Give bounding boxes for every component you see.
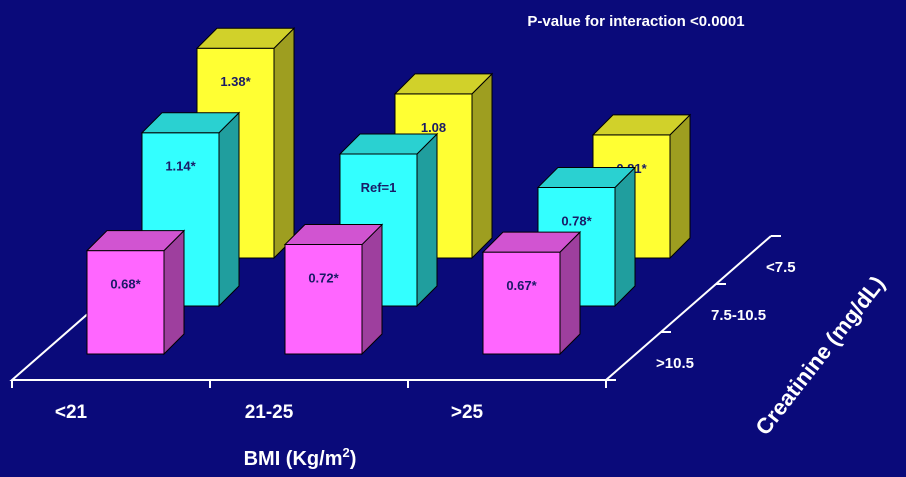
bar-front bbox=[86, 250, 165, 355]
bar-top bbox=[591, 114, 692, 136]
x-axis-title-tail: ) bbox=[350, 448, 357, 470]
bar-data-label: 0.72* bbox=[308, 271, 339, 286]
x-tick-label: >25 bbox=[451, 402, 484, 423]
z-tick-label: 7.5-10.5 bbox=[711, 307, 766, 324]
z-axis-title: Creatinine (mg/dL) bbox=[750, 271, 889, 440]
bar-side bbox=[361, 223, 383, 356]
bar-top bbox=[140, 112, 241, 134]
bar: 0.67* bbox=[481, 230, 582, 356]
x-axis-title: BMI (Kg/m2) bbox=[244, 445, 357, 470]
bars-group: 1.38*1.080.81*1.14*Ref=10.78*0.68*0.72*0… bbox=[85, 27, 692, 356]
bar-data-label: Ref=1 bbox=[361, 180, 397, 195]
axes-group: <21 21-25 >25 >10.5 7.5-10.5 <7.5 bbox=[11, 235, 796, 423]
z-tick-label: <7.5 bbox=[766, 259, 796, 276]
bar-top bbox=[338, 133, 439, 155]
bar-top bbox=[481, 231, 582, 253]
bar-side bbox=[614, 166, 636, 308]
chart-annotation: P-value for interaction <0.0001 bbox=[527, 13, 744, 30]
bar-side bbox=[218, 111, 240, 308]
bar-data-label: 1.38* bbox=[220, 74, 251, 89]
x-tick-label: 21-25 bbox=[245, 402, 294, 423]
bar: 0.68* bbox=[85, 229, 186, 356]
bar-side bbox=[559, 230, 581, 356]
bar-top bbox=[85, 230, 186, 252]
bar-data-label: 1.08 bbox=[421, 120, 446, 135]
x-axis-title-main: BMI (Kg/m bbox=[244, 448, 343, 470]
z-tick-label: >10.5 bbox=[656, 355, 694, 372]
x-tick-label: <21 bbox=[55, 402, 88, 423]
bar-side bbox=[669, 113, 691, 260]
bar-front bbox=[284, 244, 363, 355]
bar-data-label: 0.67* bbox=[506, 278, 537, 293]
bar-top bbox=[283, 224, 384, 246]
bar-data-label: 0.78* bbox=[561, 213, 592, 228]
bar-top bbox=[195, 27, 296, 49]
bar-side bbox=[163, 229, 185, 356]
bar-front bbox=[482, 251, 561, 355]
bar-data-label: 0.68* bbox=[110, 277, 141, 292]
bar-side bbox=[416, 132, 438, 308]
bar-data-label: 1.14* bbox=[165, 159, 196, 174]
bar-side bbox=[471, 72, 493, 260]
bar-top bbox=[393, 73, 494, 95]
bar-side bbox=[273, 27, 295, 260]
x-axis-title-sup: 2 bbox=[342, 445, 349, 460]
bar: 0.72* bbox=[283, 223, 384, 356]
bar-top bbox=[536, 166, 637, 188]
